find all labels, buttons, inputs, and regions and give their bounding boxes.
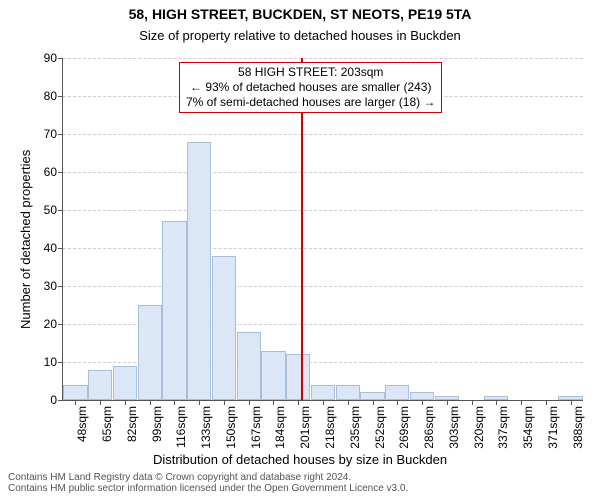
- x-tick-label: 184sqm: [273, 406, 287, 449]
- footer-line-2: Contains HM public sector information li…: [8, 483, 408, 494]
- x-tick: [174, 400, 175, 405]
- x-tick: [496, 400, 497, 405]
- x-tick-label: 354sqm: [521, 406, 535, 449]
- histogram-bar: [336, 385, 360, 400]
- x-tick-label: 65sqm: [100, 406, 114, 442]
- x-tick-label: 320sqm: [472, 406, 486, 449]
- x-tick-label: 116sqm: [174, 406, 188, 448]
- x-tick: [75, 400, 76, 405]
- y-tick-label: 40: [44, 241, 63, 255]
- histogram-bar: [162, 221, 186, 400]
- x-tick: [323, 400, 324, 405]
- x-tick-label: 99sqm: [150, 406, 164, 442]
- x-tick: [224, 400, 225, 405]
- grid-line: [63, 210, 583, 211]
- histogram-bar: [410, 392, 434, 400]
- x-tick-label: 201sqm: [298, 406, 312, 449]
- x-tick: [447, 400, 448, 405]
- callout-line-2: ← 93% of detached houses are smaller (24…: [186, 80, 435, 95]
- x-tick: [125, 400, 126, 405]
- x-tick-label: 371sqm: [546, 406, 560, 449]
- footer-attribution: Contains HM Land Registry data © Crown c…: [8, 472, 408, 494]
- callout-line-1: 58 HIGH STREET: 203sqm: [186, 65, 435, 80]
- grid-line: [63, 172, 583, 173]
- x-tick-label: 82sqm: [125, 406, 139, 442]
- x-tick-label: 269sqm: [397, 406, 411, 449]
- callout-box: 58 HIGH STREET: 203sqm ← 93% of detached…: [179, 62, 442, 113]
- x-tick: [348, 400, 349, 405]
- y-tick-label: 30: [44, 279, 63, 293]
- histogram-bar: [88, 370, 112, 400]
- histogram-bar: [138, 305, 162, 400]
- x-tick-label: 337sqm: [496, 406, 510, 449]
- histogram-bar: [187, 142, 211, 400]
- grid-line: [63, 58, 583, 59]
- y-tick-label: 20: [44, 317, 63, 331]
- y-tick-label: 50: [44, 203, 63, 217]
- y-tick-label: 70: [44, 127, 63, 141]
- x-tick: [422, 400, 423, 405]
- histogram-bar: [261, 351, 285, 400]
- x-tick-label: 252sqm: [373, 406, 387, 449]
- histogram-bar: [113, 366, 137, 400]
- histogram-bar: [286, 354, 310, 400]
- x-tick-label: 150sqm: [224, 406, 238, 449]
- x-tick: [150, 400, 151, 405]
- y-tick-label: 0: [50, 393, 63, 407]
- x-tick: [100, 400, 101, 405]
- x-tick: [273, 400, 274, 405]
- grid-line: [63, 134, 583, 135]
- y-tick-label: 90: [44, 51, 63, 65]
- x-tick-label: 167sqm: [249, 406, 263, 449]
- x-tick: [571, 400, 572, 405]
- histogram-bar: [63, 385, 87, 400]
- chart-container: 58, HIGH STREET, BUCKDEN, ST NEOTS, PE19…: [0, 0, 600, 500]
- y-tick-label: 60: [44, 165, 63, 179]
- x-tick-label: 133sqm: [199, 406, 213, 449]
- y-tick-label: 10: [44, 355, 63, 369]
- x-tick-label: 235sqm: [348, 406, 362, 449]
- chart-subtitle: Size of property relative to detached ho…: [0, 28, 600, 43]
- y-tick-label: 80: [44, 89, 63, 103]
- x-tick-label: 286sqm: [422, 406, 436, 449]
- x-tick: [397, 400, 398, 405]
- callout-line-3: 7% of semi-detached houses are larger (1…: [186, 95, 435, 110]
- x-tick: [472, 400, 473, 405]
- histogram-bar: [212, 256, 236, 400]
- x-tick: [521, 400, 522, 405]
- x-tick: [373, 400, 374, 405]
- grid-line: [63, 248, 583, 249]
- grid-line: [63, 286, 583, 287]
- x-tick: [249, 400, 250, 405]
- footer-line-1: Contains HM Land Registry data © Crown c…: [8, 472, 408, 483]
- histogram-bar: [311, 385, 335, 400]
- x-tick: [199, 400, 200, 405]
- histogram-bar: [385, 385, 409, 400]
- x-tick-label: 303sqm: [447, 406, 461, 449]
- x-tick-label: 48sqm: [75, 406, 89, 442]
- histogram-bar: [360, 392, 384, 400]
- chart-title: 58, HIGH STREET, BUCKDEN, ST NEOTS, PE19…: [0, 6, 600, 22]
- x-axis-label: Distribution of detached houses by size …: [0, 452, 600, 467]
- histogram-bar: [237, 332, 261, 400]
- x-tick-label: 388sqm: [571, 406, 585, 449]
- x-tick-label: 218sqm: [323, 406, 337, 449]
- y-axis-label: Number of detached properties: [18, 150, 33, 329]
- plot-area: 58 HIGH STREET: 203sqm ← 93% of detached…: [62, 58, 583, 401]
- x-tick: [546, 400, 547, 405]
- x-tick: [298, 400, 299, 405]
